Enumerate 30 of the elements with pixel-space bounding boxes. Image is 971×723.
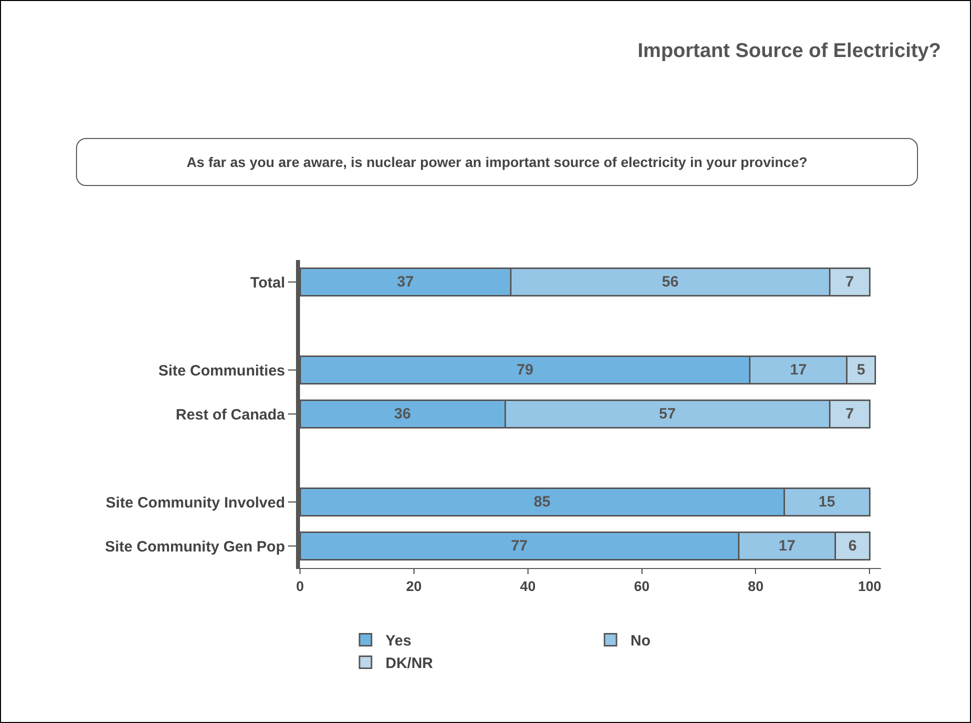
- data-label: 77: [510, 538, 528, 554]
- data-label: 57: [659, 406, 676, 422]
- y-tick-label: Site Communities: [158, 362, 285, 380]
- y-tick-label: Site Community Involved: [106, 494, 285, 512]
- x-tick-label: 100: [858, 578, 882, 594]
- x-tick-label: 80: [748, 578, 764, 594]
- chart-title: Important Source of Electricity?: [638, 40, 941, 63]
- legend-label: Yes: [386, 632, 412, 650]
- data-label: 5: [856, 362, 866, 378]
- x-tick-label: 20: [406, 578, 422, 594]
- data-label: 79: [516, 362, 534, 378]
- data-label: 37: [397, 274, 414, 290]
- data-label: 7: [846, 274, 854, 290]
- data-label: 6: [848, 538, 857, 554]
- y-tick-label: Site Community Gen Pop: [104, 538, 285, 556]
- chart-subtitle: As far as you are aware, is nuclear power an important source of electricity in your province?: [76, 138, 918, 186]
- data-label: 85: [534, 494, 550, 510]
- y-tick-label: Total: [250, 274, 285, 292]
- y-tick-label: Rest of Canada: [176, 406, 286, 424]
- data-label: 56: [662, 274, 679, 290]
- data-label: 7: [846, 406, 854, 422]
- x-tick-label: 40: [520, 578, 536, 594]
- data-label: 36: [394, 406, 411, 422]
- data-label: 17: [778, 538, 796, 554]
- legend-label: DK/NR: [386, 655, 434, 672]
- x-tick-label: 0: [296, 578, 304, 594]
- x-tick-label: 60: [634, 578, 650, 594]
- data-label: 15: [818, 494, 836, 510]
- legend-label: No: [630, 632, 650, 650]
- data-label: 17: [790, 362, 807, 378]
